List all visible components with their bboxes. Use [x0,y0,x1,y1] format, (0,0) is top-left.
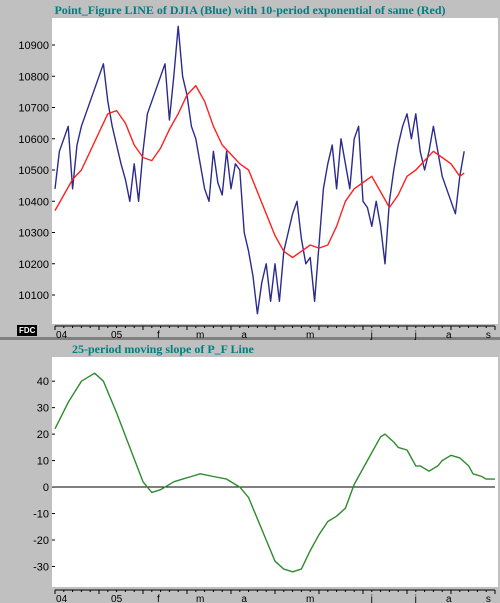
x-tick-label: j [414,330,417,341]
x-tick-label: a [446,330,452,341]
y-tick-label: 40 [37,376,49,388]
y-tick-label: 10 [37,456,49,468]
series-line-1-0 [54,372,495,573]
x-tick-label: s [486,594,491,603]
chart-title-bottom: 25-period moving slope of P_F Line [72,342,254,356]
y-tick-label: 10900 [18,40,49,52]
x-tick-label: s [486,330,491,341]
y-tick-label: -30 [33,561,49,573]
y-tick-label: 10300 [18,228,49,240]
y-tick-label: 0 [43,482,49,494]
y-tick-label: 10800 [18,71,49,83]
y-tick-label: -20 [33,535,49,547]
y-tick-label: 10200 [18,259,49,271]
y-tick-label: 10700 [18,103,49,115]
x-tick-label: j [414,594,417,603]
y-tick-label: 10400 [18,196,49,208]
x-tick-label: f [157,594,160,603]
x-tick-label: 04 [56,330,68,341]
x-tick-label: j [370,330,373,341]
chart-panel-top [52,18,498,324]
panel-divider[interactable] [0,337,500,340]
x-tick-label: j [370,594,373,603]
x-tick-label: 04 [56,594,68,603]
y-tick-label: 10100 [18,290,49,302]
series-line-0-0 [54,25,465,315]
x-tick-label: m [196,330,204,341]
chart-title-top: Point_Figure LINE of DJIA (Blue) with 10… [54,3,446,17]
y-tick-label: 10500 [18,165,49,177]
y-tick-label: 30 [37,403,49,415]
x-tick-label: m [306,594,314,603]
x-tick-label: m [306,330,314,341]
x-tick-label: a [241,330,247,341]
x-tick-label: f [157,330,160,341]
x-tick-label: a [446,594,452,603]
fdc-badge: FDC [17,325,38,336]
y-tick-label: -10 [33,509,49,521]
x-tick-label: 05 [111,330,123,341]
y-tick-label: 20 [37,429,49,441]
y-tick-label: 10600 [18,134,49,146]
x-tick-label: m [196,594,204,603]
x-tick-label: a [241,594,247,603]
chart-panel-bottom [52,357,498,587]
series-line-0-1 [54,84,465,259]
x-tick-label: 05 [111,594,123,603]
